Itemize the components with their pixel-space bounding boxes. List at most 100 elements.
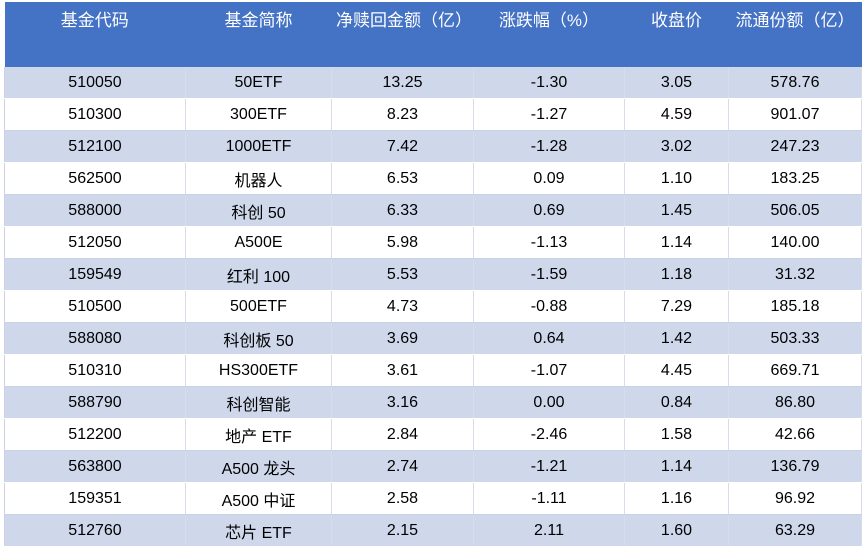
cell-circulating-shares: 86.80 — [728, 386, 862, 419]
cell-circulating-shares: 63.29 — [728, 514, 862, 547]
cell-close-price: 3.02 — [624, 130, 729, 163]
cell-circulating-shares: 183.25 — [728, 162, 862, 195]
header-change-pct: 涨跌幅（%） — [473, 2, 625, 67]
cell-circulating-shares: 669.71 — [728, 354, 862, 387]
cell-fund-name: 芯片 ETF — [185, 514, 332, 547]
table-row: 512200 地产 ETF 2.84 -2.46 1.58 42.66 — [4, 418, 862, 451]
cell-circulating-shares: 901.07 — [728, 98, 862, 131]
cell-change-pct: -1.07 — [473, 354, 625, 387]
cell-fund-code: 588790 — [4, 386, 186, 419]
table-header: 基金代码 基金简称 净赎回金额（亿） 涨跌幅（%） 收盘价 流通份额（亿） — [4, 2, 862, 67]
table-row: 588790 科创智能 3.16 0.00 0.84 86.80 — [4, 386, 862, 419]
cell-circulating-shares: 31.32 — [728, 258, 862, 291]
cell-close-price: 1.14 — [624, 450, 729, 483]
cell-fund-name: 1000ETF — [185, 130, 332, 163]
table-row: 510310 HS300ETF 3.61 -1.07 4.45 669.71 — [4, 354, 862, 387]
cell-circulating-shares: 247.23 — [728, 130, 862, 163]
cell-net-redemption: 5.53 — [331, 258, 474, 291]
cell-change-pct: -2.46 — [473, 418, 625, 451]
cell-net-redemption: 6.33 — [331, 194, 474, 227]
cell-change-pct: -1.11 — [473, 482, 625, 515]
cell-close-price: 1.16 — [624, 482, 729, 515]
table-row: 510300 300ETF 8.23 -1.27 4.59 901.07 — [4, 98, 862, 131]
cell-close-price: 1.10 — [624, 162, 729, 195]
table-row: 562500 机器人 6.53 0.09 1.10 183.25 — [4, 162, 862, 195]
cell-fund-name: 300ETF — [185, 98, 332, 131]
table-row: 588080 科创板 50 3.69 0.64 1.42 503.33 — [4, 322, 862, 355]
cell-change-pct: 0.00 — [473, 386, 625, 419]
cell-close-price: 3.05 — [624, 67, 729, 99]
cell-net-redemption: 5.98 — [331, 226, 474, 259]
cell-change-pct: -1.13 — [473, 226, 625, 259]
cell-fund-code: 512200 — [4, 418, 186, 451]
cell-fund-code: 512100 — [4, 130, 186, 163]
header-row: 基金代码 基金简称 净赎回金额（亿） 涨跌幅（%） 收盘价 流通份额（亿） — [4, 2, 862, 67]
table-row: 510500 500ETF 4.73 -0.88 7.29 185.18 — [4, 290, 862, 323]
cell-fund-code: 512760 — [4, 514, 186, 547]
cell-net-redemption: 3.16 — [331, 386, 474, 419]
cell-fund-name: HS300ETF — [185, 354, 332, 387]
cell-fund-name: 红利 100 — [185, 258, 332, 291]
table-row: 159351 A500 中证 2.58 -1.11 1.16 96.92 — [4, 482, 862, 515]
cell-change-pct: 0.09 — [473, 162, 625, 195]
cell-fund-name: 500ETF — [185, 290, 332, 323]
cell-close-price: 7.29 — [624, 290, 729, 323]
cell-fund-name: 地产 ETF — [185, 418, 332, 451]
cell-circulating-shares: 578.76 — [728, 67, 862, 99]
table-body: 510050 50ETF 13.25 -1.30 3.05 578.76 510… — [4, 67, 862, 547]
header-circulating-shares: 流通份额（亿） — [728, 2, 862, 67]
cell-fund-code: 510050 — [4, 67, 186, 99]
cell-change-pct: -1.21 — [473, 450, 625, 483]
cell-fund-name: 科创板 50 — [185, 322, 332, 355]
cell-fund-code: 159351 — [4, 482, 186, 515]
cell-change-pct: -0.88 — [473, 290, 625, 323]
cell-close-price: 4.45 — [624, 354, 729, 387]
table-row: 563800 A500 龙头 2.74 -1.21 1.14 136.79 — [4, 450, 862, 483]
cell-circulating-shares: 506.05 — [728, 194, 862, 227]
cell-change-pct: -1.27 — [473, 98, 625, 131]
etf-redemption-table: 基金代码 基金简称 净赎回金额（亿） 涨跌幅（%） 收盘价 流通份额（亿） 51… — [4, 2, 862, 547]
cell-fund-code: 510500 — [4, 290, 186, 323]
cell-fund-name: 科创 50 — [185, 194, 332, 227]
cell-net-redemption: 2.74 — [331, 450, 474, 483]
table-row: 512760 芯片 ETF 2.15 2.11 1.60 63.29 — [4, 514, 862, 547]
cell-fund-name: A500 龙头 — [185, 450, 332, 483]
cell-net-redemption: 2.58 — [331, 482, 474, 515]
cell-close-price: 1.42 — [624, 322, 729, 355]
cell-change-pct: -1.30 — [473, 67, 625, 99]
cell-fund-name: 50ETF — [185, 67, 332, 99]
table-row: 510050 50ETF 13.25 -1.30 3.05 578.76 — [4, 67, 862, 99]
cell-close-price: 1.14 — [624, 226, 729, 259]
cell-circulating-shares: 185.18 — [728, 290, 862, 323]
cell-net-redemption: 2.84 — [331, 418, 474, 451]
cell-net-redemption: 3.61 — [331, 354, 474, 387]
cell-fund-code: 563800 — [4, 450, 186, 483]
cell-circulating-shares: 136.79 — [728, 450, 862, 483]
cell-fund-name: 机器人 — [185, 162, 332, 195]
header-net-redemption: 净赎回金额（亿） — [331, 2, 474, 67]
table-row: 159549 红利 100 5.53 -1.59 1.18 31.32 — [4, 258, 862, 291]
cell-fund-code: 510310 — [4, 354, 186, 387]
table-row: 588000 科创 50 6.33 0.69 1.45 506.05 — [4, 194, 862, 227]
cell-circulating-shares: 42.66 — [728, 418, 862, 451]
cell-circulating-shares: 96.92 — [728, 482, 862, 515]
header-close-price: 收盘价 — [624, 2, 729, 67]
header-fund-code: 基金代码 — [4, 2, 186, 67]
cell-circulating-shares: 503.33 — [728, 322, 862, 355]
cell-net-redemption: 8.23 — [331, 98, 474, 131]
cell-close-price: 1.18 — [624, 258, 729, 291]
cell-net-redemption: 7.42 — [331, 130, 474, 163]
cell-change-pct: -1.28 — [473, 130, 625, 163]
cell-fund-code: 562500 — [4, 162, 186, 195]
etf-redemption-table-container: 基金代码 基金简称 净赎回金额（亿） 涨跌幅（%） 收盘价 流通份额（亿） 51… — [4, 2, 862, 547]
table-row: 512100 1000ETF 7.42 -1.28 3.02 247.23 — [4, 130, 862, 163]
cell-fund-code: 512050 — [4, 226, 186, 259]
cell-change-pct: 0.64 — [473, 322, 625, 355]
cell-change-pct: -1.59 — [473, 258, 625, 291]
cell-fund-code: 159549 — [4, 258, 186, 291]
cell-close-price: 1.58 — [624, 418, 729, 451]
cell-net-redemption: 13.25 — [331, 67, 474, 99]
header-fund-name: 基金简称 — [185, 2, 332, 67]
cell-fund-name: A500 中证 — [185, 482, 332, 515]
table-row: 512050 A500E 5.98 -1.13 1.14 140.00 — [4, 226, 862, 259]
